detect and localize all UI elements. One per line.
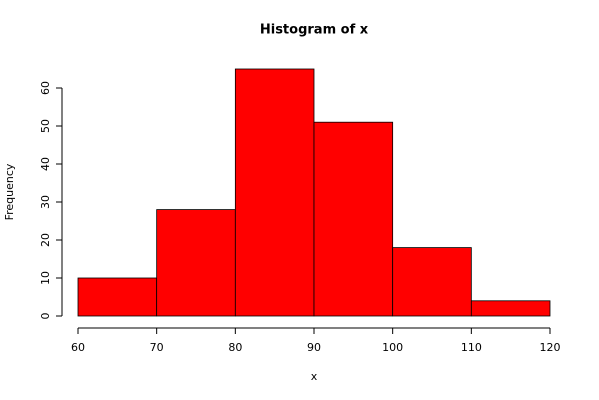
histogram-bar bbox=[234, 68, 315, 317]
y-tick-label: 30 bbox=[39, 195, 52, 209]
chart-title: Histogram of x bbox=[260, 23, 369, 38]
y-tick-label: 20 bbox=[39, 233, 52, 247]
histogram-bar bbox=[313, 121, 394, 317]
y-tick-label: 10 bbox=[39, 271, 52, 285]
y-tick-label: 0 bbox=[39, 313, 52, 320]
x-axis-label: x bbox=[311, 370, 318, 383]
x-tick-label: 60 bbox=[71, 341, 85, 354]
histogram-bar bbox=[156, 209, 236, 317]
y-axis-label: Frequency bbox=[3, 163, 16, 220]
histogram-bar bbox=[77, 277, 158, 317]
y-tick-label: 60 bbox=[39, 81, 52, 95]
x-tick-label: 100 bbox=[382, 341, 403, 354]
x-tick-label: 80 bbox=[228, 341, 242, 354]
x-tick-label: 90 bbox=[307, 341, 321, 354]
x-tick-label: 120 bbox=[540, 341, 561, 354]
x-tick-label: 70 bbox=[150, 341, 164, 354]
x-tick-label: 110 bbox=[461, 341, 482, 354]
histogram-bar bbox=[470, 300, 551, 317]
y-tick-label: 50 bbox=[39, 119, 52, 133]
histogram-bar bbox=[392, 247, 472, 317]
y-tick-label: 40 bbox=[39, 157, 52, 171]
